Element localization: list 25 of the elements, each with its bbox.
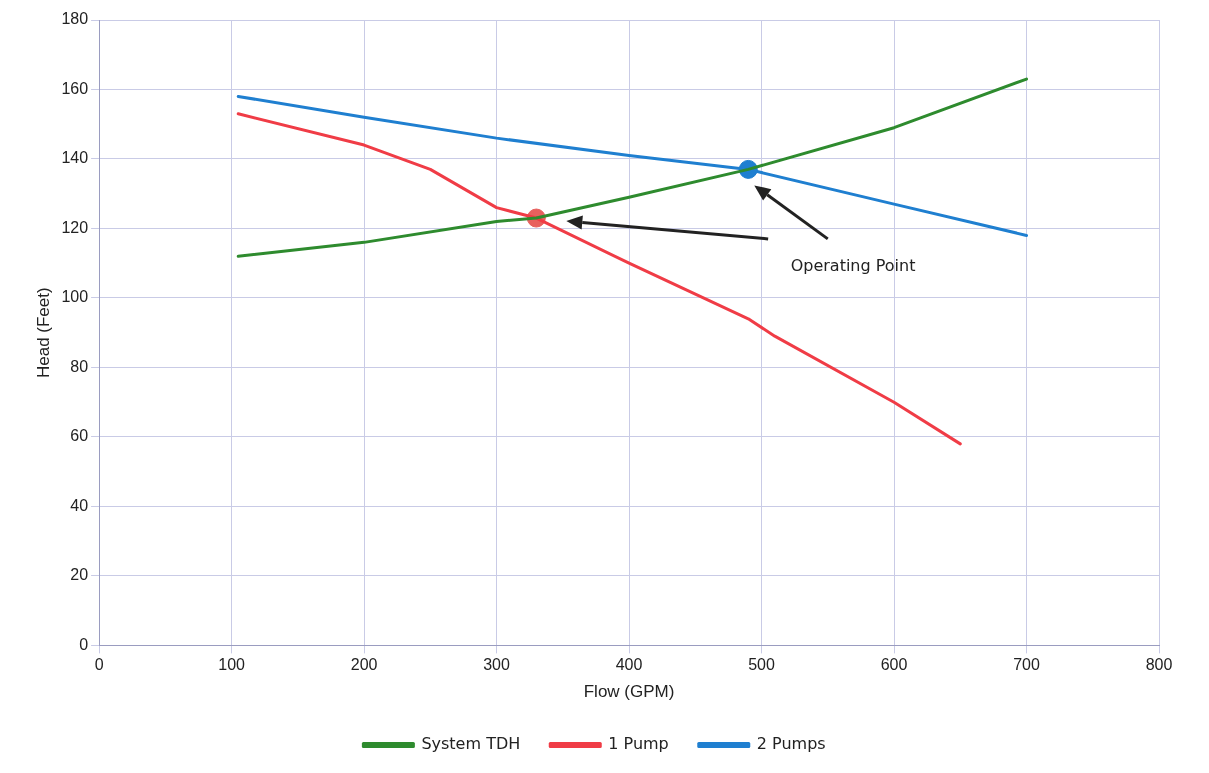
x-tick-label: 700 — [1013, 656, 1040, 674]
x-tick-label: 0 — [94, 656, 104, 674]
x-tick-label: 400 — [615, 656, 643, 674]
y-tick-label: 80 — [70, 357, 89, 375]
x-tick-label: 800 — [1145, 656, 1173, 674]
y-tick-label: 40 — [70, 496, 89, 514]
x-tick-label: 500 — [748, 656, 775, 674]
legend-label: System TDH — [421, 734, 521, 754]
y-tick-label: 100 — [61, 288, 89, 306]
y-tick-label: 160 — [61, 79, 89, 97]
x-tick-label: 200 — [350, 656, 378, 674]
y-tick-label: 60 — [70, 427, 89, 445]
y-tick-label: 20 — [70, 566, 89, 584]
annotation: Operating Point — [790, 256, 916, 276]
y-tick-label: 140 — [61, 149, 89, 167]
legend-label: 2 Pumps — [756, 734, 826, 754]
x-tick-label: 600 — [880, 656, 908, 674]
y-tick-label: 0 — [79, 635, 89, 653]
x-axis-title: Flow (GPM) — [583, 682, 675, 702]
legend-label: 1 Pump — [608, 734, 669, 754]
x-tick-label: 300 — [483, 656, 510, 674]
x-tick-label: 100 — [218, 656, 246, 674]
y-tick-label: 180 — [61, 10, 89, 28]
y-tick-label: 120 — [61, 218, 89, 236]
y-axis-title: Head (Feet) — [33, 287, 53, 379]
